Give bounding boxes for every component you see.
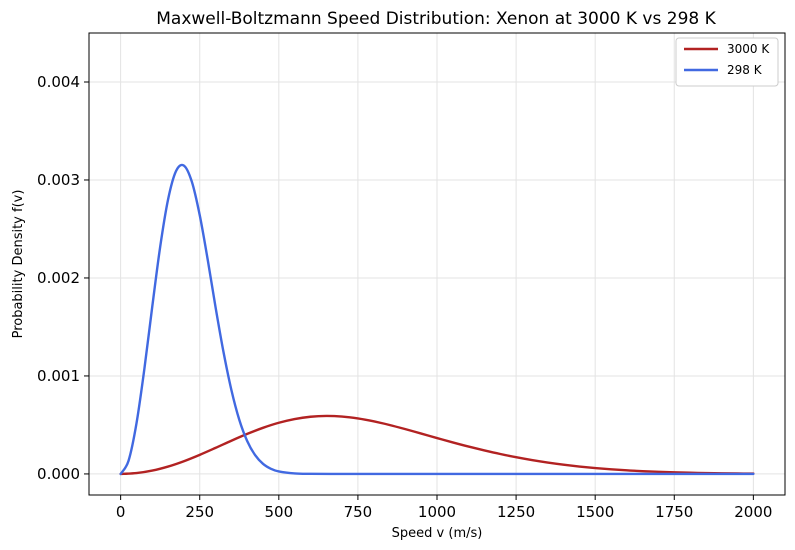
series-line-1 <box>119 414 755 476</box>
x-tick-label: 250 <box>185 503 214 521</box>
legend-label: 3000 K <box>727 42 770 56</box>
x-tick-label: 0 <box>116 503 126 521</box>
x-tick-label: 750 <box>344 503 373 521</box>
x-tick-label: 500 <box>264 503 293 521</box>
x-tick-label: 2000 <box>734 503 772 521</box>
y-axis-label: Probability Density f(v) <box>11 190 26 339</box>
series-line-2 <box>119 163 755 476</box>
x-tick-label: 1500 <box>576 503 614 521</box>
x-tick-label: 1000 <box>418 503 456 521</box>
y-tick-label: 0.002 <box>37 269 80 287</box>
y-tick-label: 0.004 <box>37 73 80 91</box>
y-tick-label: 0.003 <box>37 171 80 189</box>
x-tick-label: 1750 <box>655 503 693 521</box>
x-tick-label: 1250 <box>497 503 535 521</box>
legend-label: 298 K <box>727 63 763 77</box>
y-axis: 0.000 0.001 0.002 0.003 0.004 <box>37 73 89 483</box>
legend: 3000 K 298 K <box>675 37 779 87</box>
x-axis: 0 250 500 750 1000 1250 1500 1750 2000 <box>116 495 772 521</box>
y-tick-label: 0.000 <box>37 465 80 483</box>
x-axis-label: Speed v (m/s) <box>392 526 483 541</box>
series-layer <box>119 163 755 476</box>
y-tick-label: 0.001 <box>37 367 80 385</box>
chart-title: Maxwell-Boltzmann Speed Distribution: Xe… <box>156 9 716 29</box>
